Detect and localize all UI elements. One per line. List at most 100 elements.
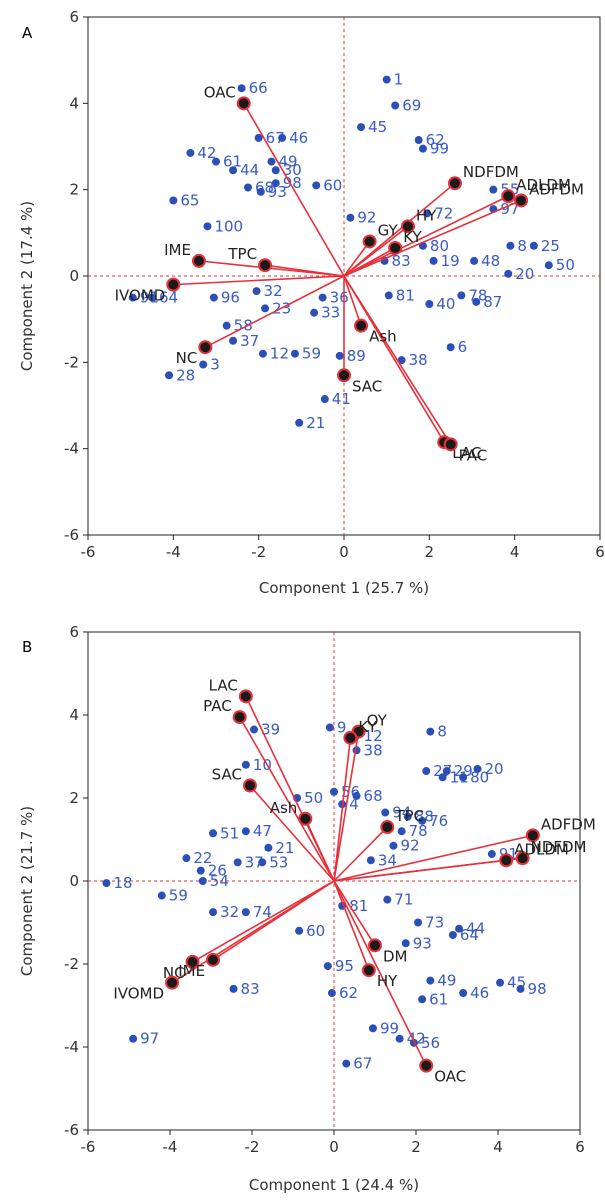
observation-label: 50 [304,789,323,807]
x-tick-label: 6 [595,543,605,561]
loading-endpoint [401,219,415,234]
observation-point [157,891,166,900]
observation-point [264,843,273,852]
observation-point [203,222,212,231]
observation-label: 97 [500,200,519,218]
x-tick-label: -2 [251,543,266,561]
observation-point [429,256,438,265]
observation-label: 46 [470,984,489,1002]
loading-vector [343,225,409,277]
observation-point [212,157,220,166]
loading-vector [204,275,345,348]
y-axis-title: Component 2 (17.4 %) [18,201,36,371]
observation-point [320,395,329,404]
y-tick-label: 4 [69,94,79,112]
loading-label: IVOMD [113,985,164,1003]
observation-point [368,1024,377,1033]
loading-label: GY [378,221,399,239]
observation-point [250,725,259,734]
observation-point [182,854,191,863]
panel-letter: B [22,638,32,656]
loading-vector [333,826,388,882]
y-tick-label: 6 [69,623,79,641]
observation-point [209,829,218,838]
observation-point [470,256,479,265]
loading-endpoint [447,176,462,191]
observation-label: 30 [283,161,302,179]
observation-label: 56 [421,1034,440,1052]
observation-label: 34 [378,851,397,869]
observation-point [312,181,321,190]
observation-point [442,767,451,776]
observation-label: 64 [460,926,479,944]
observation-label: 91 [140,289,159,307]
loading-endpoint [258,258,273,273]
loading-vector [333,880,376,946]
observation-point [473,764,482,773]
loading-endpoint [515,851,530,866]
y-tick-label: -6 [64,526,79,544]
observation-point [459,773,468,782]
x-tick-label: -6 [81,543,96,561]
observation-label: 97 [140,1030,159,1048]
observation-point [241,908,250,917]
observation-label: 61 [223,153,242,171]
observation-label: 92 [357,209,376,227]
observation-label: 69 [402,96,421,114]
loading-endpoint [206,952,221,967]
observation-label: 47 [253,822,272,840]
loading-label: IME [178,962,205,980]
observation-point [455,924,464,933]
observation-label: 71 [394,891,413,909]
observation-label: 22 [193,849,212,867]
observation-label: 95 [335,957,354,975]
observation-point [241,827,250,836]
loading-label: Ash [369,328,397,346]
observation-point [196,866,205,875]
observation-label: 99 [430,140,449,158]
observation-point [209,293,218,302]
observation-label: 83 [392,252,411,270]
loading-label: OAC [434,1068,466,1086]
y-tick-label: 6 [69,8,79,26]
observation-point [169,196,178,205]
observation-point [267,157,276,166]
observation-point [544,261,553,270]
observation-point [258,349,267,358]
observation-label: 38 [364,741,383,759]
y-tick-label: 4 [69,706,79,724]
loading-endpoint [242,778,257,793]
loading-vector [173,275,345,286]
observation-label: 72 [434,204,453,222]
observation-point [199,360,208,369]
loading-vector [343,275,362,326]
loading-vector [343,275,452,445]
loading-endpoint [499,853,514,868]
observation-point [506,241,515,250]
loading-vector [304,818,335,882]
observation-label: 19 [441,252,460,270]
observation-point [457,291,466,300]
observation-point [438,773,447,782]
observation-point [381,808,390,817]
observation-point [241,760,250,769]
observation-label: 64 [159,289,178,307]
observation-point [346,213,355,222]
y-tick-label: 2 [69,789,79,807]
observation-point [148,293,156,302]
observation-label: 25 [541,237,560,255]
observation-point [504,269,513,278]
loading-label: PAC [459,446,488,464]
observation-point [229,984,238,993]
loading-endpoint [525,828,540,843]
observation-label: 18 [113,874,132,892]
x-tick-label: -6 [81,1138,96,1156]
observation-point [516,984,525,993]
x-tick-label: 6 [575,1138,585,1156]
observation-point [254,133,263,142]
x-tick-label: -4 [166,543,181,561]
observation-point [295,926,304,935]
observation-point [414,136,423,145]
observation-label: 51 [220,824,239,842]
